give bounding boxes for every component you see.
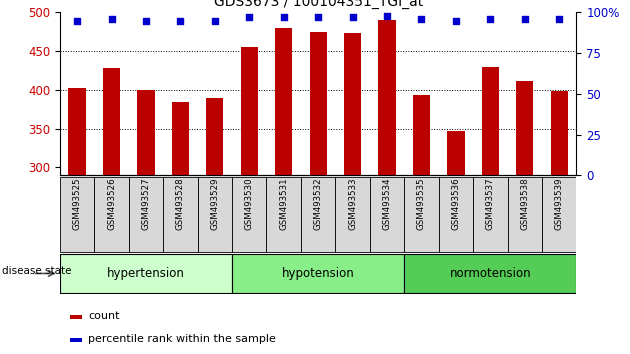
Bar: [172, 102, 189, 175]
FancyBboxPatch shape: [129, 177, 163, 252]
Text: count: count: [88, 312, 120, 321]
Text: disease state: disease state: [2, 267, 71, 276]
FancyBboxPatch shape: [438, 177, 473, 252]
FancyBboxPatch shape: [542, 177, 576, 252]
FancyBboxPatch shape: [232, 177, 266, 252]
FancyBboxPatch shape: [60, 177, 94, 252]
Text: percentile rank within the sample: percentile rank within the sample: [88, 334, 276, 344]
Bar: [551, 91, 568, 175]
Text: GSM493525: GSM493525: [72, 178, 81, 230]
Point: [175, 18, 185, 23]
FancyBboxPatch shape: [266, 177, 301, 252]
FancyBboxPatch shape: [94, 177, 129, 252]
Text: GSM493539: GSM493539: [555, 178, 564, 230]
FancyBboxPatch shape: [335, 177, 370, 252]
FancyBboxPatch shape: [508, 177, 542, 252]
Text: GSM493526: GSM493526: [107, 178, 116, 230]
Point: [451, 18, 461, 23]
Bar: [103, 68, 120, 175]
Point: [520, 16, 530, 22]
Text: GSM493534: GSM493534: [382, 178, 391, 230]
Bar: [413, 95, 430, 175]
Text: GSM493536: GSM493536: [452, 178, 461, 230]
Bar: [516, 81, 534, 175]
Point: [382, 13, 392, 18]
Bar: [69, 87, 86, 175]
Text: normotension: normotension: [450, 267, 531, 280]
Text: GSM493529: GSM493529: [210, 178, 219, 230]
Text: GSM493530: GSM493530: [245, 178, 254, 230]
Point: [210, 18, 220, 23]
FancyBboxPatch shape: [473, 177, 508, 252]
Bar: [137, 90, 154, 175]
Point: [72, 18, 82, 23]
Point: [416, 16, 427, 22]
Bar: [447, 131, 464, 175]
Bar: [344, 33, 361, 175]
Point: [554, 16, 564, 22]
FancyBboxPatch shape: [370, 177, 404, 252]
Text: GSM493535: GSM493535: [417, 178, 426, 230]
Bar: [309, 32, 327, 175]
FancyBboxPatch shape: [163, 177, 198, 252]
Point: [485, 16, 495, 22]
Point: [244, 15, 255, 20]
Text: GSM493532: GSM493532: [314, 178, 323, 230]
FancyBboxPatch shape: [404, 254, 576, 293]
Text: hypotension: hypotension: [282, 267, 355, 280]
Bar: [482, 67, 499, 175]
FancyBboxPatch shape: [198, 177, 232, 252]
Point: [141, 18, 151, 23]
Bar: [206, 98, 224, 175]
Bar: [241, 47, 258, 175]
Point: [106, 16, 117, 22]
Text: GSM493531: GSM493531: [279, 178, 288, 230]
Bar: [70, 315, 81, 319]
FancyBboxPatch shape: [232, 254, 404, 293]
FancyBboxPatch shape: [60, 254, 232, 293]
Text: GSM493527: GSM493527: [142, 178, 151, 230]
Point: [313, 15, 323, 20]
Text: GSM493538: GSM493538: [520, 178, 529, 230]
Bar: [70, 338, 81, 342]
Text: hypertension: hypertension: [107, 267, 185, 280]
Text: GSM493533: GSM493533: [348, 178, 357, 230]
Point: [278, 15, 289, 20]
Bar: [379, 20, 396, 175]
Point: [348, 15, 358, 20]
Text: GSM493528: GSM493528: [176, 178, 185, 230]
FancyBboxPatch shape: [301, 177, 335, 252]
FancyBboxPatch shape: [404, 177, 438, 252]
Text: GSM493537: GSM493537: [486, 178, 495, 230]
Bar: [275, 28, 292, 175]
Title: GDS3673 / 100104351_TGI_at: GDS3673 / 100104351_TGI_at: [214, 0, 423, 8]
